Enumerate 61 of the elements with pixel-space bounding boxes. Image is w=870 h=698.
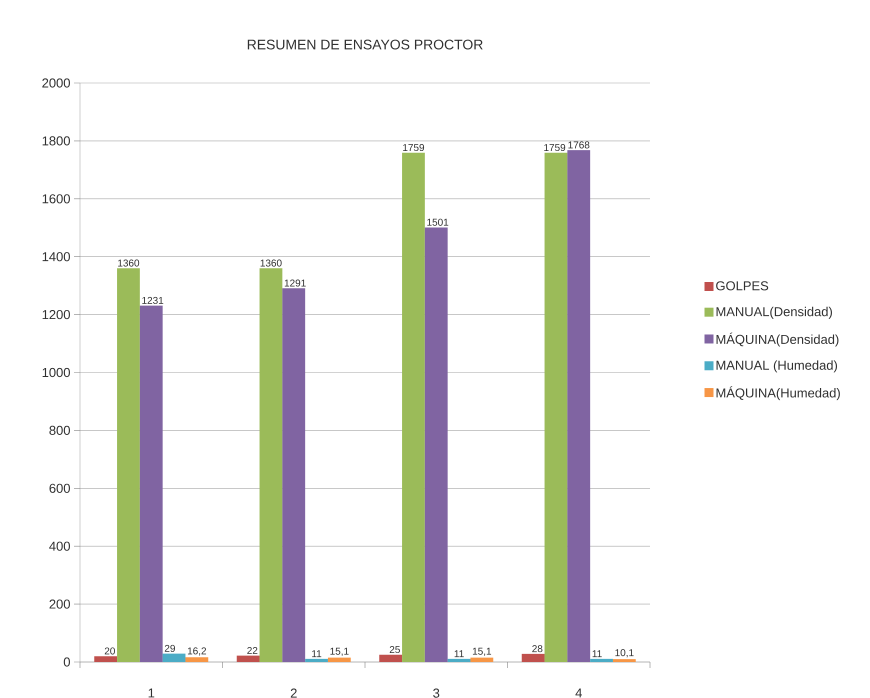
bar — [328, 658, 351, 662]
legend-label: MANUAL(Densidad) — [716, 306, 832, 319]
bar — [402, 152, 425, 662]
y-tick-label: 1400 — [42, 252, 70, 262]
y-tick-label: 600 — [50, 484, 70, 493]
bar — [162, 654, 186, 662]
y-tick-label: 1200 — [42, 310, 70, 320]
bar — [117, 268, 140, 662]
data-label: 1768 — [568, 141, 590, 148]
x-tick-label: 2 — [290, 688, 297, 698]
bar — [590, 658, 613, 662]
bar — [282, 288, 306, 662]
data-label: 16,2 — [188, 647, 206, 656]
data-label: 1360 — [260, 260, 282, 267]
bar — [94, 656, 118, 662]
x-tick-label: 1 — [148, 688, 154, 698]
chart-title: RESUMEN DE ENSAYOS PROCTOR — [248, 40, 483, 50]
bar — [522, 654, 545, 662]
bar — [379, 654, 402, 662]
data-label: 11 — [454, 650, 464, 658]
data-label: 22 — [247, 646, 258, 654]
bar — [236, 656, 260, 662]
bar — [612, 659, 636, 662]
data-label: 1360 — [118, 260, 140, 267]
x-tick-label: 3 — [433, 688, 440, 698]
data-label: 1759 — [403, 144, 424, 152]
bar — [260, 268, 282, 662]
legend-label: MÁQUINA(Densidad) — [716, 332, 838, 347]
data-label: 1291 — [284, 280, 306, 287]
data-label: 20 — [104, 647, 115, 655]
legend-label: GOLPES — [716, 281, 768, 290]
data-label: 15,1 — [472, 648, 492, 656]
bar — [544, 152, 568, 662]
legend-label: MANUAL (Humedad) — [716, 360, 838, 372]
bar — [448, 658, 470, 662]
legend-label: MÁQUINA(Humedad) — [716, 386, 840, 400]
data-label: 25 — [390, 646, 400, 654]
data-label: 10,1 — [615, 649, 634, 658]
y-tick-label: 2000 — [42, 78, 70, 88]
y-tick-label: 200 — [50, 600, 70, 609]
data-label: 1759 — [544, 144, 566, 152]
data-label: 11 — [592, 650, 602, 658]
y-tick-label: 400 — [49, 542, 70, 551]
data-label: 1231 — [142, 296, 164, 304]
bar — [567, 150, 590, 662]
data-label: 1501 — [427, 218, 448, 226]
y-tick-label: 1800 — [42, 136, 70, 146]
bar — [305, 658, 328, 662]
y-tick-label: 800 — [49, 426, 70, 435]
y-tick-label: 0 — [64, 657, 70, 667]
bar — [424, 227, 448, 662]
data-label: 15,1 — [330, 648, 349, 656]
data-label: 28 — [532, 645, 542, 652]
bar — [185, 657, 208, 662]
bar — [140, 306, 163, 662]
data-label: 29 — [164, 644, 175, 652]
x-tick-label: 4 — [575, 688, 582, 698]
bar — [470, 658, 494, 662]
data-label: 11 — [312, 650, 322, 658]
y-tick-label: 1000 — [42, 368, 70, 378]
y-tick-label: 1600 — [42, 194, 70, 204]
